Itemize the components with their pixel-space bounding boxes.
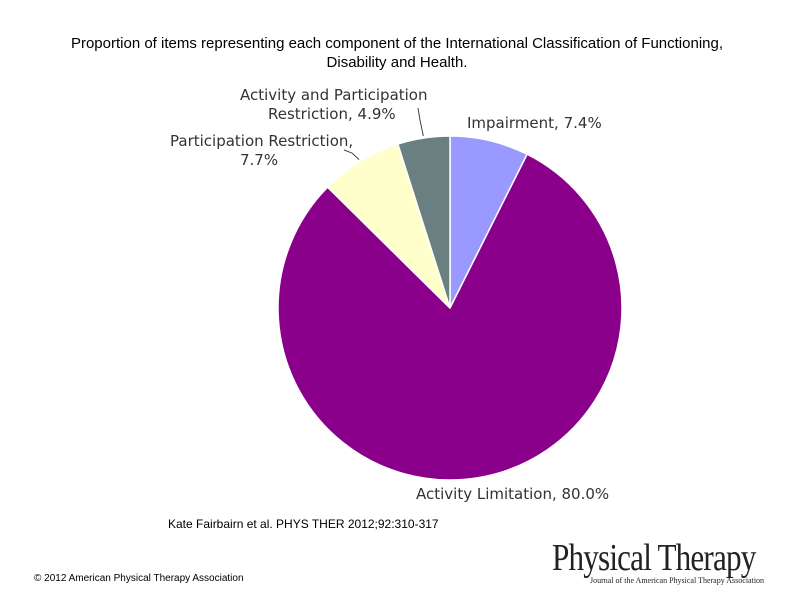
copyright: © 2012 American Physical Therapy Associa…	[34, 573, 244, 584]
slice-label-0-line-0: Impairment, 7.4%	[467, 114, 602, 132]
leader-line-participation	[343, 149, 360, 161]
slice-label-2-line-0: Participation Restriction,	[170, 132, 353, 150]
slice-label-2-line-1: 7.7%	[240, 151, 278, 169]
slice-label-3-line-1: Restriction, 4.9%	[268, 105, 396, 123]
slice-label-3-line-0: Activity and Participation	[240, 86, 428, 104]
citation: Kate Fairbairn et al. PHYS THER 2012;92:…	[168, 517, 439, 531]
pie-slice-activity-and-participation-restriction	[396, 135, 451, 309]
slice-label-1-line-0: Activity Limitation, 80.0%	[416, 485, 609, 503]
chart-title: Proportion of items representing each co…	[70, 35, 724, 71]
leader-line-activity-participation	[417, 107, 424, 137]
pie-slice-activity-limitation	[277, 153, 623, 481]
logo-subtitle: Journal of the American Physical Therapy…	[590, 576, 765, 585]
journal-logo: Physical Therapy Journal of the American…	[552, 538, 782, 588]
logo-main-text: Physical Therapy	[552, 537, 756, 579]
